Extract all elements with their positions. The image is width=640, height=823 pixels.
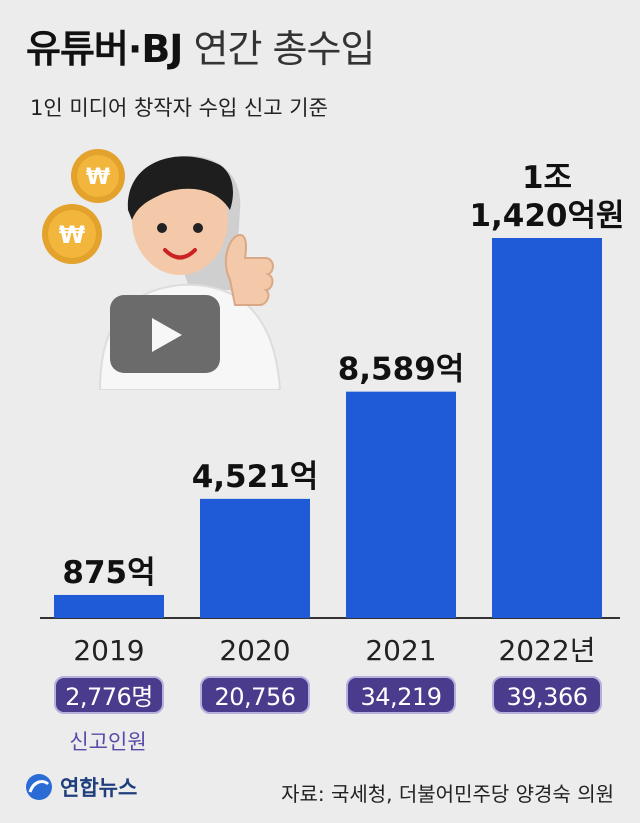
filers-caption: 신고인원 (69, 730, 147, 754)
bar-2 (346, 391, 456, 618)
svg-text:₩: ₩ (59, 221, 86, 249)
filer-count-badge: 20,756 (200, 676, 310, 714)
logo-text: 연합뉴스 (60, 776, 138, 800)
won-coin-icon: ₩ (71, 149, 125, 203)
play-button-icon (110, 295, 220, 373)
svg-text:₩: ₩ (86, 165, 110, 190)
year-label: 2020 (219, 634, 290, 667)
yonhap-logo: 연합뉴스 (24, 772, 137, 802)
year-label: 2022년 (498, 634, 595, 667)
title-bold: 유튜버·BJ (26, 27, 183, 71)
year-label: 2019 (73, 634, 144, 667)
page-title: 유튜버·BJ 연간 총수입 (26, 18, 376, 73)
filer-count-badge: 2,776명 (54, 676, 164, 714)
year-label: 2021 (365, 634, 436, 667)
bar-value-label: 1조 (522, 160, 572, 196)
filer-count-badge: 39,366 (492, 676, 602, 714)
bar-value-label: 1,420억원 (469, 198, 624, 234)
title-light: 연간 총수입 (193, 27, 376, 71)
bar-1 (200, 498, 310, 618)
bar-value-label: 4,521억 (192, 459, 319, 495)
bar-value-label: 8,589억 (338, 352, 465, 388)
bar-value-label: 875억 (62, 555, 155, 591)
yonhap-globe-icon (26, 774, 52, 800)
youtuber-illustration: ₩ ₩ (42, 149, 282, 390)
bar-3 (492, 238, 602, 618)
bar-0 (54, 594, 164, 618)
subtitle: 1인 미디어 창작자 수입 신고 기준 (30, 96, 328, 120)
filer-count-badge: 34,219 (346, 676, 456, 714)
source-note: 자료: 국세청, 더불어민주당 양경숙 의원 (281, 782, 614, 806)
won-coin-icon: ₩ (42, 204, 102, 264)
